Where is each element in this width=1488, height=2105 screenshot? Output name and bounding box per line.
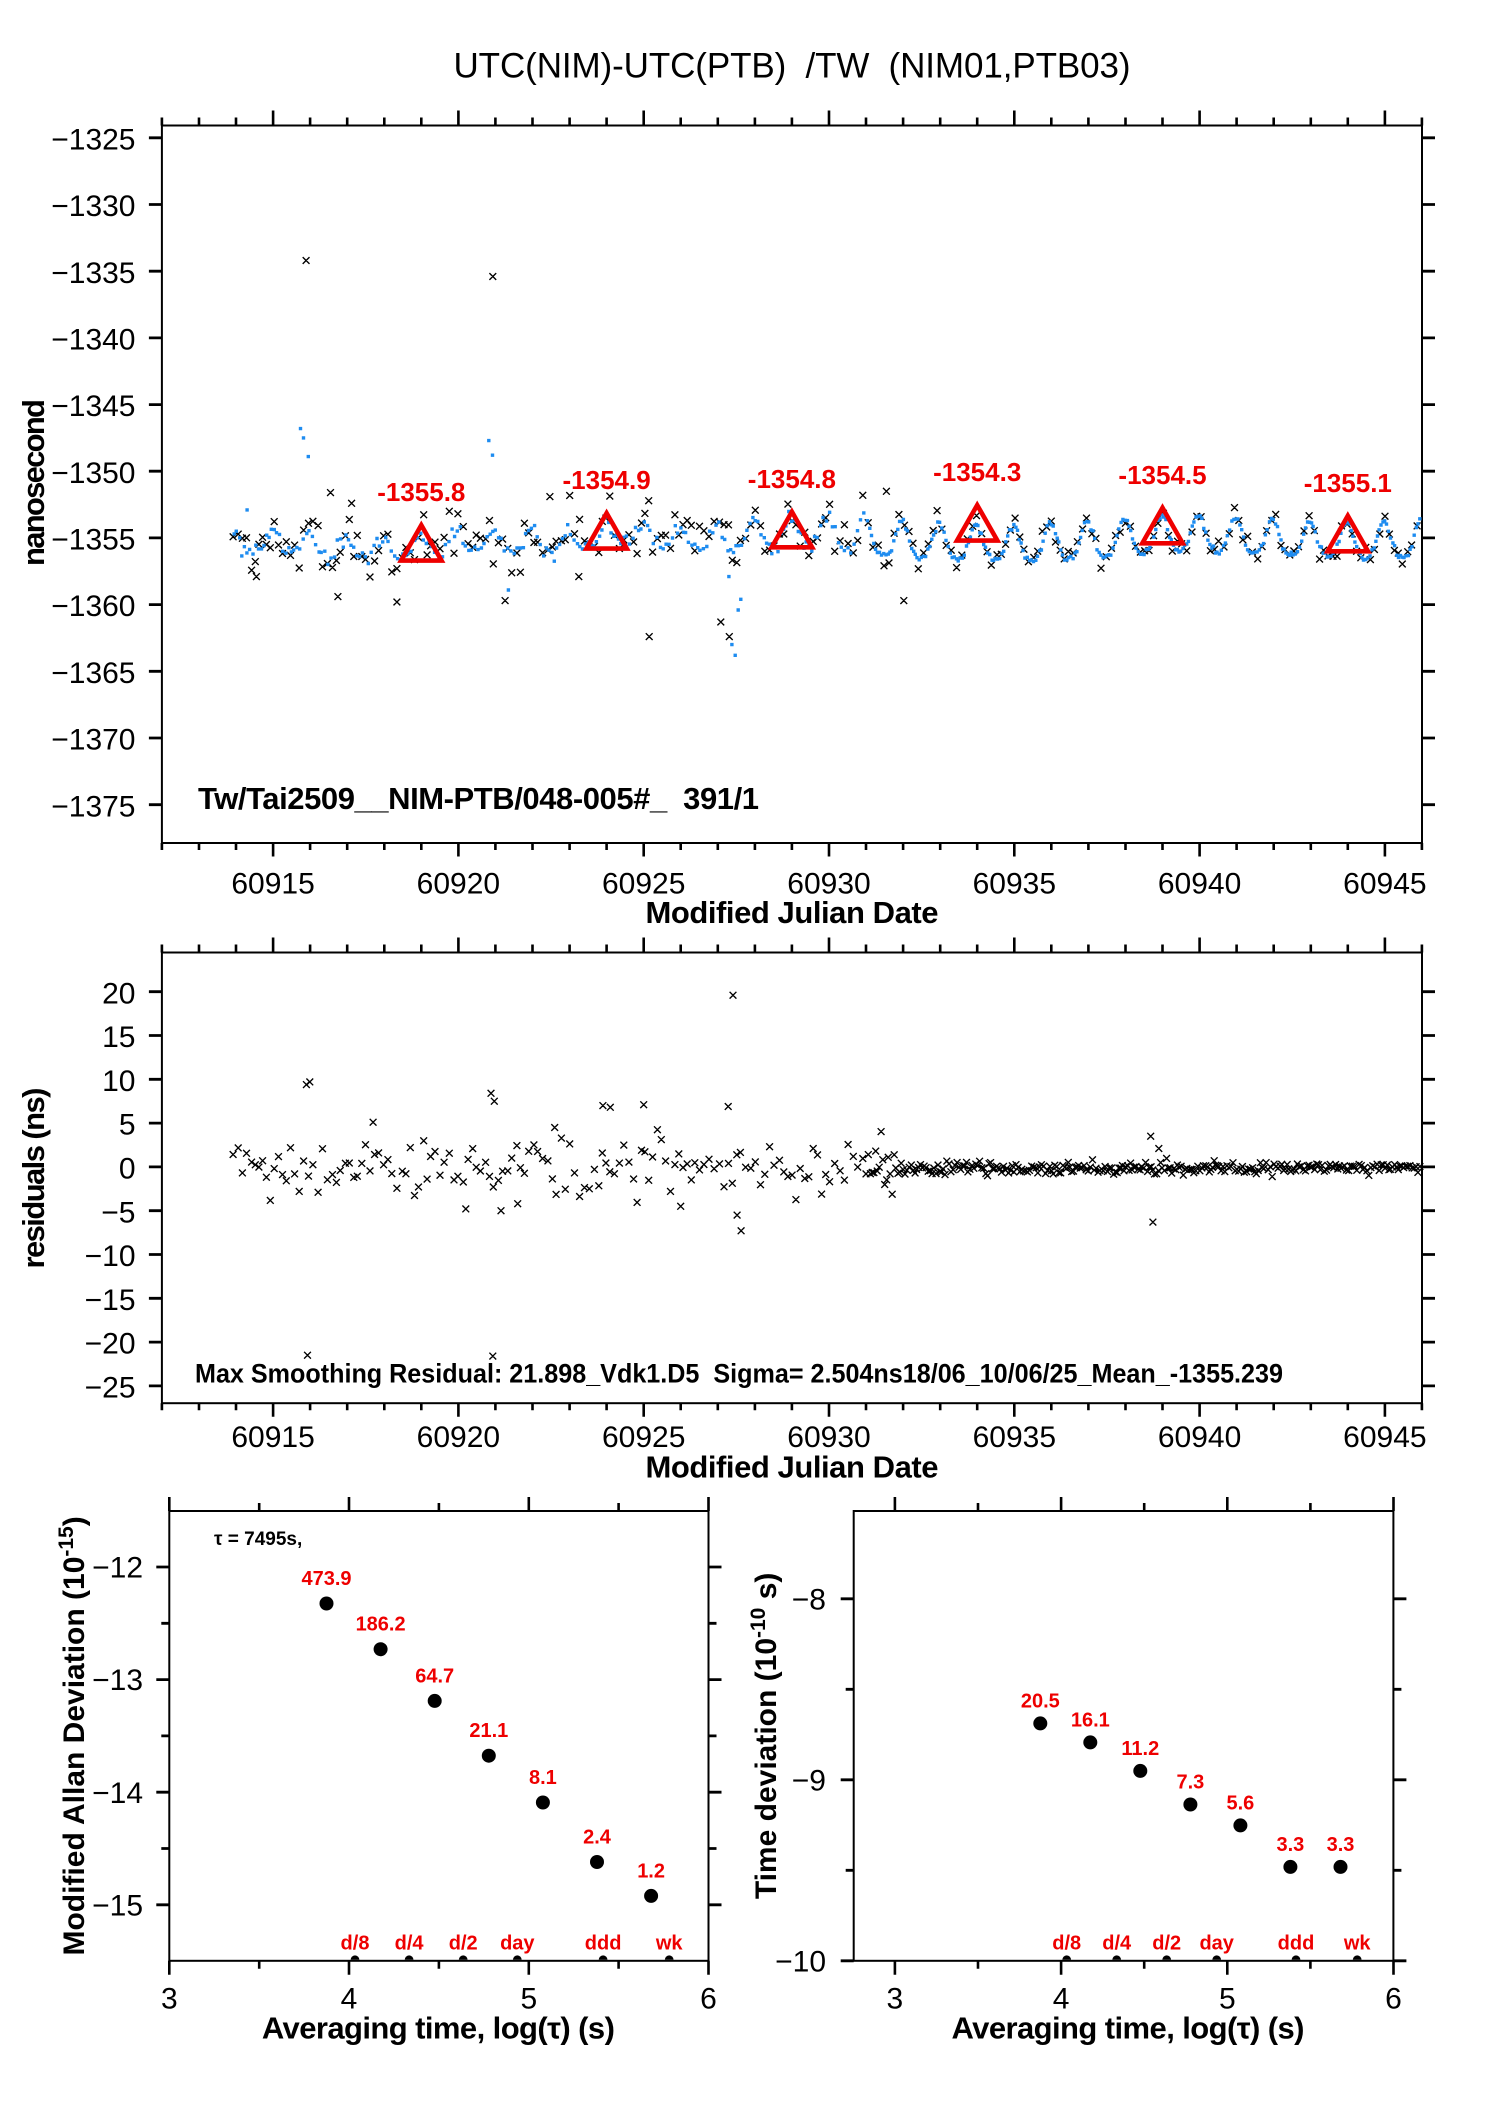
svg-text:−1375: −1375 (51, 790, 135, 823)
svg-text:residuals (ns): residuals (ns) (16, 1088, 51, 1269)
svg-text:60920: 60920 (417, 1421, 500, 1454)
svg-text:5: 5 (520, 1983, 537, 2016)
svg-text:60915: 60915 (231, 867, 314, 900)
svg-text:10: 10 (102, 1065, 135, 1098)
svg-text:8.1: 8.1 (529, 1767, 557, 1789)
svg-text:3.3: 3.3 (1276, 1834, 1304, 1856)
svg-text:−1325: −1325 (51, 123, 135, 156)
svg-text:-1354.8: -1354.8 (748, 464, 836, 494)
svg-text:21.1: 21.1 (469, 1720, 508, 1742)
svg-text:−1340: −1340 (51, 324, 135, 357)
svg-text:−1345: −1345 (51, 390, 135, 423)
svg-text:5: 5 (119, 1109, 136, 1142)
svg-text:−15: −15 (85, 1284, 136, 1317)
svg-text:ddd: ddd (585, 1933, 622, 1955)
svg-text:Modified Allan Deviation (10-1: Modified Allan Deviation (10-15) (55, 1516, 91, 1955)
svg-text:Tw/Tai2509__NIM-PTB/048-005#_: Tw/Tai2509__NIM-PTB/048-005#_ 391/1 (198, 781, 759, 816)
svg-text:Averaging time, log(τ) (s): Averaging time, log(τ) (s) (952, 2011, 1305, 2046)
svg-text:473.9: 473.9 (301, 1568, 351, 1590)
svg-text:d/2: d/2 (449, 1933, 478, 1955)
svg-text:−1355: −1355 (51, 524, 135, 557)
svg-text:Modified Julian Date: Modified Julian Date (646, 895, 939, 930)
svg-text:4: 4 (341, 1983, 358, 2016)
svg-text:2.4: 2.4 (583, 1827, 612, 1849)
svg-text:ddd: ddd (1278, 1933, 1315, 1955)
svg-text:7.3: 7.3 (1176, 1772, 1204, 1794)
svg-text:−8: −8 (792, 1583, 826, 1616)
svg-text:−1335: −1335 (51, 257, 135, 290)
svg-text:60925: 60925 (602, 1421, 685, 1454)
svg-text:−20: −20 (85, 1328, 136, 1361)
svg-text:−1360: −1360 (51, 590, 135, 623)
svg-text:3: 3 (161, 1983, 178, 2016)
svg-text:τ = 7495s,: τ = 7495s, (214, 1529, 302, 1550)
svg-text:d/4: d/4 (1102, 1933, 1132, 1955)
svg-text:6: 6 (700, 1983, 717, 2016)
svg-text:60945: 60945 (1343, 1421, 1426, 1454)
svg-text:−9: −9 (792, 1764, 826, 1797)
svg-text:-1355.1: -1355.1 (1304, 468, 1392, 498)
svg-text:−13: −13 (92, 1664, 143, 1697)
svg-text:-1354.9: -1354.9 (563, 465, 651, 495)
svg-text:3.3: 3.3 (1327, 1834, 1355, 1856)
svg-text:16.1: 16.1 (1071, 1709, 1110, 1731)
svg-text:Max Smoothing Residual: 21.898: Max Smoothing Residual: 21.898_Vdk1.D5 S… (195, 1359, 1283, 1389)
svg-text:−1350: −1350 (51, 457, 135, 490)
svg-text:60945: 60945 (1343, 867, 1426, 900)
svg-text:day: day (1199, 1933, 1234, 1955)
svg-text:60920: 60920 (417, 867, 500, 900)
svg-text:60935: 60935 (973, 867, 1056, 900)
svg-text:day: day (500, 1933, 535, 1955)
svg-text:-1354.3: -1354.3 (933, 457, 1021, 487)
svg-text:11.2: 11.2 (1121, 1738, 1159, 1760)
svg-text:d/4: d/4 (395, 1933, 425, 1955)
svg-text:1.2: 1.2 (637, 1860, 665, 1882)
svg-text:60925: 60925 (602, 867, 685, 900)
svg-text:nanosecond: nanosecond (16, 399, 51, 566)
svg-text:−14: −14 (92, 1777, 143, 1810)
svg-text:60915: 60915 (231, 1421, 314, 1454)
svg-text:d/8: d/8 (341, 1933, 370, 1955)
svg-text:186.2: 186.2 (356, 1614, 406, 1636)
svg-text:4: 4 (1053, 1983, 1070, 2016)
svg-text:−12: −12 (92, 1552, 143, 1585)
svg-text:15: 15 (102, 1021, 135, 1054)
svg-text:6: 6 (1385, 1983, 1402, 2016)
svg-text:d/2: d/2 (1152, 1933, 1181, 1955)
svg-text:wk: wk (1343, 1933, 1372, 1955)
svg-text:60935: 60935 (973, 1421, 1056, 1454)
svg-text:60940: 60940 (1158, 1421, 1241, 1454)
svg-text:−1330: −1330 (51, 190, 135, 223)
svg-text:5.6: 5.6 (1226, 1792, 1254, 1814)
svg-text:Modified Julian Date: Modified Julian Date (646, 1450, 939, 1485)
svg-text:−10: −10 (85, 1240, 136, 1273)
svg-text:-1355.8: -1355.8 (377, 477, 465, 507)
svg-text:60940: 60940 (1158, 867, 1241, 900)
svg-text:Averaging time, log(τ) (s): Averaging time, log(τ) (s) (262, 2011, 615, 2046)
svg-text:5: 5 (1219, 1983, 1236, 2016)
svg-text:UTC(NIM)-UTC(PTB) /TW (NIM01: UTC(NIM)-UTC(PTB) /TW (NIM01,PTB03) (454, 47, 1131, 86)
svg-text:3: 3 (887, 1983, 904, 2016)
svg-text:−15: −15 (92, 1889, 143, 1922)
svg-text:0: 0 (119, 1153, 136, 1186)
svg-text:−1370: −1370 (51, 724, 135, 757)
svg-text:−1365: −1365 (51, 657, 135, 690)
svg-text:20.5: 20.5 (1021, 1690, 1060, 1712)
svg-text:−10: −10 (775, 1945, 826, 1978)
svg-text:-1354.5: -1354.5 (1118, 460, 1206, 490)
svg-text:60930: 60930 (787, 1421, 870, 1454)
svg-text:20: 20 (102, 977, 135, 1010)
svg-text:wk: wk (655, 1933, 684, 1955)
svg-text:d/8: d/8 (1052, 1933, 1081, 1955)
svg-text:64.7: 64.7 (415, 1665, 454, 1687)
svg-text:60930: 60930 (787, 867, 870, 900)
svg-text:−5: −5 (101, 1196, 135, 1229)
svg-text:−25: −25 (85, 1372, 136, 1405)
